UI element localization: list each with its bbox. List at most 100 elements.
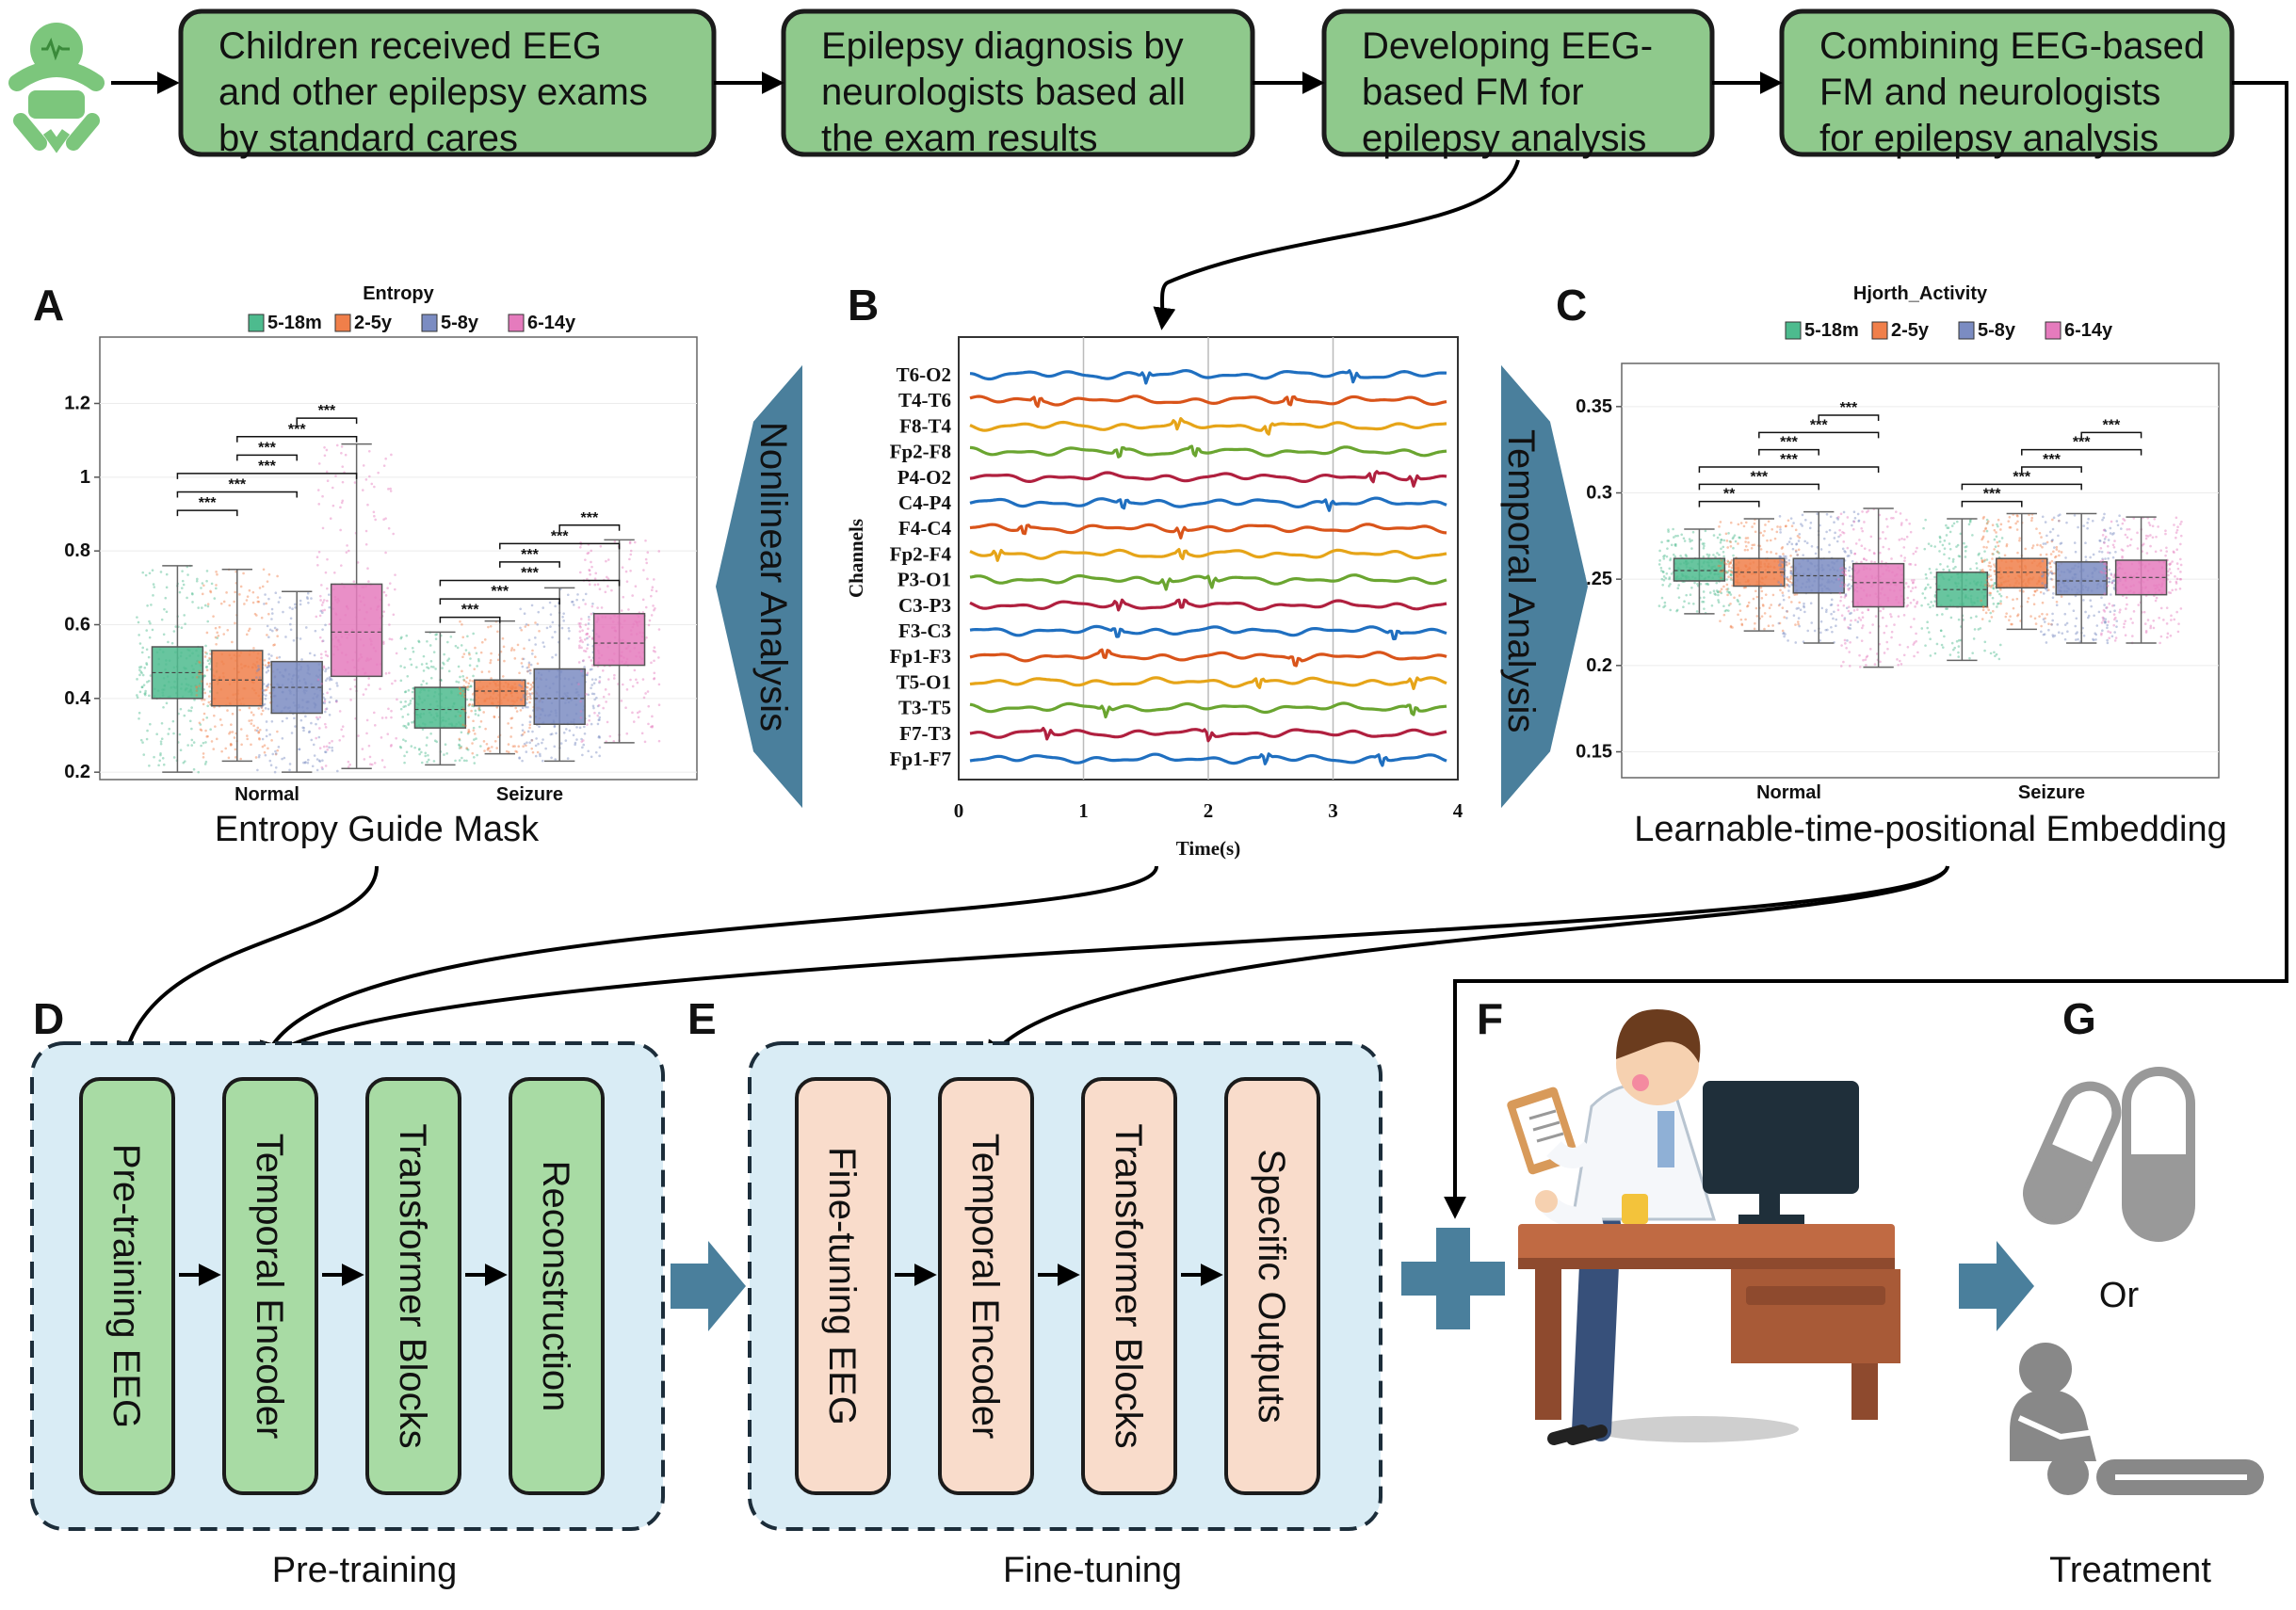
data-point xyxy=(2112,575,2115,579)
data-point xyxy=(1725,583,1729,587)
data-point xyxy=(1996,523,1998,526)
data-point xyxy=(258,737,261,741)
data-point xyxy=(2173,618,2176,621)
data-point xyxy=(1992,584,1996,587)
data-point xyxy=(625,580,629,583)
channel-label: F3-C3 xyxy=(898,620,951,642)
y-tick-label: 1.2 xyxy=(64,394,90,414)
data-point xyxy=(485,742,489,746)
data-point xyxy=(2109,631,2112,635)
data-point xyxy=(402,705,406,709)
data-point xyxy=(329,677,332,681)
data-point xyxy=(587,693,590,697)
data-point xyxy=(467,704,470,707)
data-point xyxy=(590,560,592,564)
data-point xyxy=(141,741,144,744)
arrow-d-to-e xyxy=(671,1241,746,1331)
finetuning-blocks: Fine-tuning EEG Temporal Encoder Transform… xyxy=(795,1077,1320,1495)
data-point xyxy=(521,665,525,668)
data-point xyxy=(149,722,152,726)
significance-label: *** xyxy=(1780,452,1798,468)
data-point xyxy=(2175,588,2177,591)
data-point xyxy=(1717,593,1720,597)
data-point xyxy=(1879,609,1883,613)
data-point xyxy=(2108,568,2111,572)
data-point xyxy=(2179,523,2182,525)
data-point xyxy=(248,719,251,722)
data-point xyxy=(207,700,211,704)
data-point xyxy=(1760,615,1764,618)
legend-label: 6-14y xyxy=(2064,320,2113,341)
data-point xyxy=(271,629,274,633)
data-point xyxy=(471,703,475,706)
data-point xyxy=(367,580,370,583)
data-point xyxy=(149,621,152,625)
data-point xyxy=(1927,542,1931,545)
data-point xyxy=(2032,593,2036,597)
eeg-trace xyxy=(969,470,1447,488)
data-point xyxy=(1993,538,1997,541)
data-point xyxy=(1900,523,1903,526)
data-point xyxy=(467,652,471,654)
panel-letter-b: B xyxy=(848,281,879,330)
data-point xyxy=(1842,540,1846,543)
data-point xyxy=(575,738,578,741)
data-point xyxy=(1726,546,1729,549)
data-point xyxy=(2038,532,2042,535)
significance-label: *** xyxy=(228,477,246,493)
data-point xyxy=(248,706,251,710)
data-point xyxy=(1680,533,1684,537)
data-point xyxy=(1777,564,1781,567)
data-point xyxy=(1763,529,1766,533)
data-point xyxy=(1858,653,1861,657)
data-point xyxy=(1729,625,1733,629)
data-point xyxy=(384,551,387,555)
data-point xyxy=(443,652,445,656)
data-point xyxy=(1727,604,1731,607)
data-point xyxy=(1841,523,1845,525)
data-point xyxy=(1727,591,1731,594)
data-point xyxy=(1719,570,1722,573)
data-point xyxy=(377,471,380,475)
data-point xyxy=(231,731,234,733)
data-point xyxy=(1719,521,1722,523)
data-point xyxy=(2033,617,2037,620)
data-point xyxy=(657,550,661,553)
data-point xyxy=(2101,616,2105,620)
data-point xyxy=(289,628,293,632)
data-point xyxy=(205,652,208,655)
data-point xyxy=(2048,562,2051,565)
data-point xyxy=(1836,604,1840,607)
data-point xyxy=(293,716,296,720)
data-point xyxy=(330,696,332,699)
data-point xyxy=(1848,587,1851,590)
data-point xyxy=(1779,564,1783,568)
data-point xyxy=(1933,600,1936,604)
data-point xyxy=(1848,605,1851,608)
data-point xyxy=(624,706,627,709)
data-point xyxy=(328,605,331,609)
data-point xyxy=(193,699,196,701)
data-point xyxy=(255,676,258,679)
data-point xyxy=(165,610,169,614)
data-point xyxy=(318,747,322,749)
data-point xyxy=(464,681,468,684)
data-point xyxy=(1946,526,1949,529)
data-point xyxy=(2168,562,2171,566)
data-point xyxy=(2016,613,2020,617)
data-point xyxy=(432,651,436,653)
data-point xyxy=(157,764,160,767)
data-point xyxy=(582,659,585,662)
data-point xyxy=(644,539,647,542)
data-point xyxy=(1981,535,1985,539)
data-point xyxy=(1847,609,1851,613)
data-point xyxy=(335,443,339,447)
data-point xyxy=(1825,512,1829,516)
data-point xyxy=(367,744,371,748)
data-point xyxy=(503,659,506,663)
data-point xyxy=(600,606,604,609)
data-point xyxy=(1948,569,1951,572)
data-point xyxy=(364,687,367,691)
data-point xyxy=(325,745,329,749)
data-point xyxy=(316,717,319,721)
